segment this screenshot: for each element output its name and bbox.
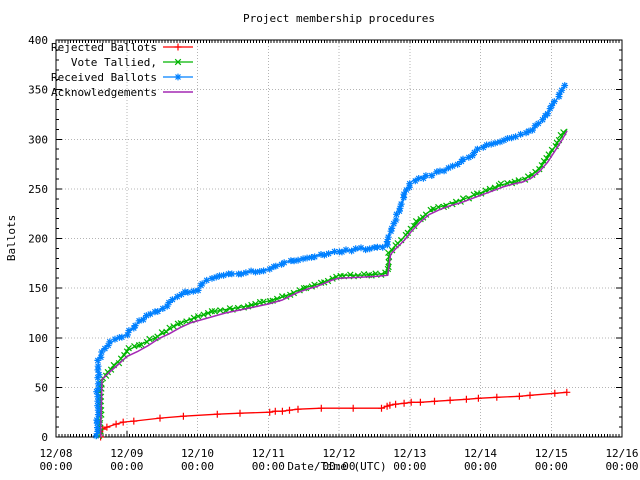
- legend: Rejected Ballots Vote Tallied, Received Ba…: [51, 41, 193, 99]
- x-tick-label: 12/09: [110, 447, 143, 460]
- chart-render-root: Rejected Ballots Vote Tallied, Received Ba…: [28, 34, 638, 473]
- y-tick-label: 200: [28, 233, 48, 246]
- series-rejected-ballots: [97, 388, 571, 441]
- x-tick-label: 12/10: [181, 447, 214, 460]
- x-tick-sublabel: 00:00: [605, 460, 638, 473]
- plot-border: [55, 39, 623, 438]
- x-tick-sublabel: 00:00: [252, 460, 285, 473]
- x-tick-sublabel: 00:00: [393, 460, 426, 473]
- x-tick-sublabel: 00:00: [39, 460, 72, 473]
- legend-label: Received Ballots: [51, 71, 157, 84]
- y-tick-label: 100: [28, 332, 48, 345]
- legend-item: Rejected Ballots: [51, 41, 193, 54]
- legend-label: Rejected Ballots: [51, 41, 157, 54]
- y-tick-label: 350: [28, 84, 48, 97]
- series-acknowledgements: [99, 130, 568, 438]
- x-tick-sublabel: 00:00: [535, 460, 568, 473]
- y-tick-label: 150: [28, 282, 48, 295]
- x-tick-sublabel: 00:00: [464, 460, 497, 473]
- series-vote-tallied: [95, 128, 568, 440]
- y-tick-label: 300: [28, 133, 48, 146]
- y-axis-label: Ballots: [5, 215, 18, 261]
- y-tick-label: 50: [35, 381, 48, 394]
- cross-icon: [174, 58, 182, 66]
- x-tick-label: 12/14: [464, 447, 497, 460]
- y-tick-label: 250: [28, 183, 48, 196]
- x-tick-sublabel: 00:00: [181, 460, 214, 473]
- legend-label: Vote Tallied,: [71, 56, 157, 69]
- x-tick-sublabel: 00:00: [110, 460, 143, 473]
- y-tick-label: 0: [41, 431, 48, 444]
- x-tick-label: 12/13: [393, 447, 426, 460]
- received-ballots-markers: [92, 82, 569, 440]
- plus-icon: [174, 43, 182, 51]
- x-tick-label: 12/16: [605, 447, 638, 460]
- x-tick-label: 12/15: [535, 447, 568, 460]
- x-tick-labels: 12/0800:0012/0900:0012/1000:0012/1100:00…: [39, 447, 638, 473]
- legend-label: Acknowledgements: [51, 86, 157, 99]
- star-icon: [174, 73, 182, 81]
- x-tick-sublabel: 00:00: [322, 460, 355, 473]
- x-axis-label: Date/Time (UTC): [287, 460, 386, 473]
- series-received-ballots: [92, 82, 569, 440]
- vote-tallied-markers: [95, 129, 567, 440]
- legend-item: Acknowledgements: [51, 86, 193, 99]
- legend-item: Vote Tallied,: [71, 56, 193, 69]
- x-tick-label: 12/08: [39, 447, 72, 460]
- y-tick-labels: 0 50 100 150 200 250 300 350 400: [28, 34, 48, 444]
- chart-title: Project membership procedures: [243, 12, 435, 25]
- x-tick-label: 12/11: [252, 447, 285, 460]
- legend-item: Received Ballots: [51, 71, 193, 84]
- y-tick-label: 400: [28, 34, 48, 47]
- gridlines: [55, 39, 623, 438]
- x-tick-label: 12/12: [322, 447, 355, 460]
